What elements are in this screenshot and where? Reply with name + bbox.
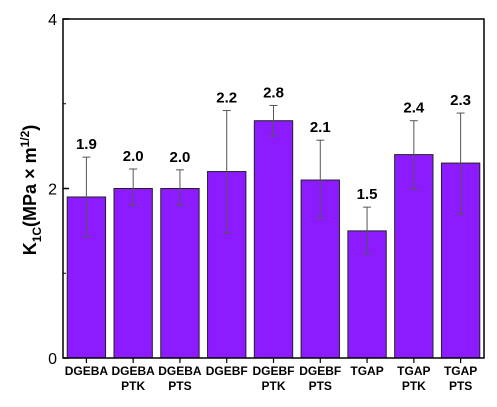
x-tick-label: DGEBA	[111, 364, 155, 378]
bar	[253, 120, 294, 359]
data-label: 2.1	[310, 119, 331, 136]
x-tick-label: TGAP	[350, 364, 383, 378]
x-tick-label: TGAP	[444, 364, 477, 378]
x-tick-label: PTS	[168, 379, 191, 393]
y-tick-label: 0	[48, 351, 57, 368]
data-label: 2.2	[216, 90, 237, 107]
data-label: 2.0	[123, 148, 144, 165]
x-tick-label: PTK	[121, 379, 145, 393]
x-tick-label: DGEBF	[206, 364, 248, 378]
bar	[160, 188, 200, 359]
x-tick-label: PTS	[309, 379, 332, 393]
data-label: 2.3	[450, 92, 471, 109]
x-tick-label: DGEBF	[253, 364, 295, 378]
data-label: 2.0	[170, 149, 191, 166]
x-tick-label: DGEBA	[65, 364, 109, 378]
y-tick-label: 2	[48, 182, 57, 199]
x-tick-label: DGEBF	[299, 364, 341, 378]
bar	[113, 188, 153, 359]
y-axis-label: K1C(MPa × m1/2)	[18, 125, 44, 256]
y-tick-label: 4	[48, 12, 57, 29]
x-tick-label: PTS	[449, 379, 472, 393]
data-label: 1.5	[357, 186, 378, 203]
data-label: 2.4	[403, 100, 425, 117]
x-tick-label: PTK	[402, 379, 426, 393]
x-tick-label: TGAP	[397, 364, 430, 378]
data-label: 1.9	[76, 136, 97, 153]
x-tick-label: PTK	[262, 379, 286, 393]
x-tick-label: DGEBA	[158, 364, 202, 378]
data-label: 2.8	[263, 84, 284, 101]
